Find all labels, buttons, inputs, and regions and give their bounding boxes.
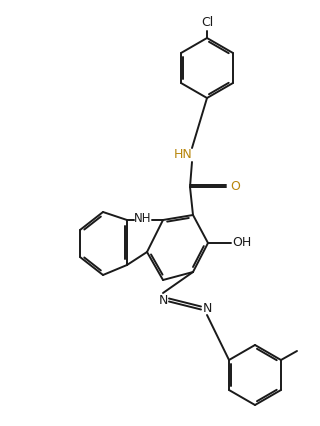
- Text: OH: OH: [232, 236, 251, 250]
- Text: N: N: [202, 302, 212, 314]
- Text: HN: HN: [174, 149, 192, 161]
- Text: O: O: [230, 181, 240, 193]
- Text: Cl: Cl: [201, 16, 213, 29]
- Text: NH: NH: [134, 211, 152, 225]
- Text: N: N: [158, 294, 168, 306]
